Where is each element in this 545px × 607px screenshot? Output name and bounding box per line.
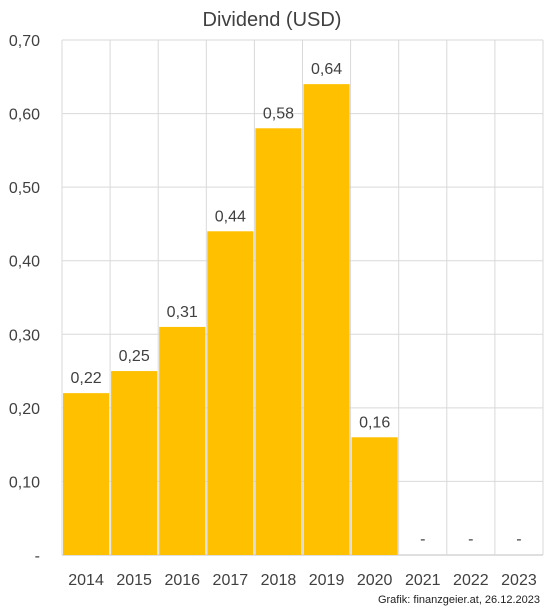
x-tick-label-2019: 2019 — [309, 572, 345, 589]
chart-title: Dividend (USD) — [203, 9, 342, 31]
data-label-2021: - — [420, 531, 425, 548]
x-tick-label-2014: 2014 — [68, 572, 104, 589]
data-label-2023: - — [516, 531, 521, 548]
y-tick-label: 0,40 — [9, 254, 40, 271]
x-tick-label-2022: 2022 — [453, 572, 489, 589]
bar-2014 — [63, 393, 110, 555]
x-tick-label-2023: 2023 — [501, 572, 537, 589]
bar-2019 — [303, 84, 350, 556]
bar-2015 — [111, 371, 158, 555]
x-tick-label-2016: 2016 — [164, 572, 200, 589]
y-tick-label: 0,30 — [9, 327, 40, 344]
data-label-2018: 0,58 — [263, 105, 294, 122]
data-label-2022: - — [468, 531, 473, 548]
y-axis: - 0,10 0,20 0,30 0,40 0,50 0,60 0,70 — [9, 33, 40, 565]
credit-text: Grafik: finanzgeier.at, 26.12.2023 — [378, 594, 540, 606]
x-tick-label-2020: 2020 — [357, 572, 393, 589]
bar-2017 — [207, 231, 254, 556]
y-tick-label: - — [35, 548, 40, 565]
bar-2016 — [159, 326, 206, 555]
y-tick-label: 0,10 — [9, 474, 40, 491]
y-tick-label: 0,50 — [9, 180, 40, 197]
x-tick-label-2017: 2017 — [213, 572, 249, 589]
data-labels: 0,22 0,25 0,31 0,44 0,58 0,64 0,16 - - - — [70, 61, 521, 548]
x-tick-label-2021: 2021 — [405, 572, 441, 589]
data-label-2019: 0,64 — [311, 61, 342, 78]
x-axis: 2014 2015 2016 2017 2018 2019 2020 2021 2022 2023 — [68, 572, 537, 589]
data-label-2014: 0,22 — [70, 370, 101, 387]
data-label-2020: 0,16 — [359, 414, 390, 431]
x-tick-label-2015: 2015 — [116, 572, 152, 589]
data-label-2017: 0,44 — [215, 208, 246, 225]
bar-2018 — [255, 128, 302, 556]
bar-2020 — [351, 437, 398, 555]
bar-series — [63, 84, 398, 556]
data-label-2016: 0,31 — [167, 304, 198, 321]
y-tick-label: 0,70 — [9, 33, 40, 50]
y-tick-label: 0,60 — [9, 107, 40, 124]
data-label-2015: 0,25 — [119, 348, 150, 365]
x-tick-label-2018: 2018 — [261, 572, 297, 589]
grid-layer — [61, 39, 544, 556]
y-tick-label: 0,20 — [9, 401, 40, 418]
